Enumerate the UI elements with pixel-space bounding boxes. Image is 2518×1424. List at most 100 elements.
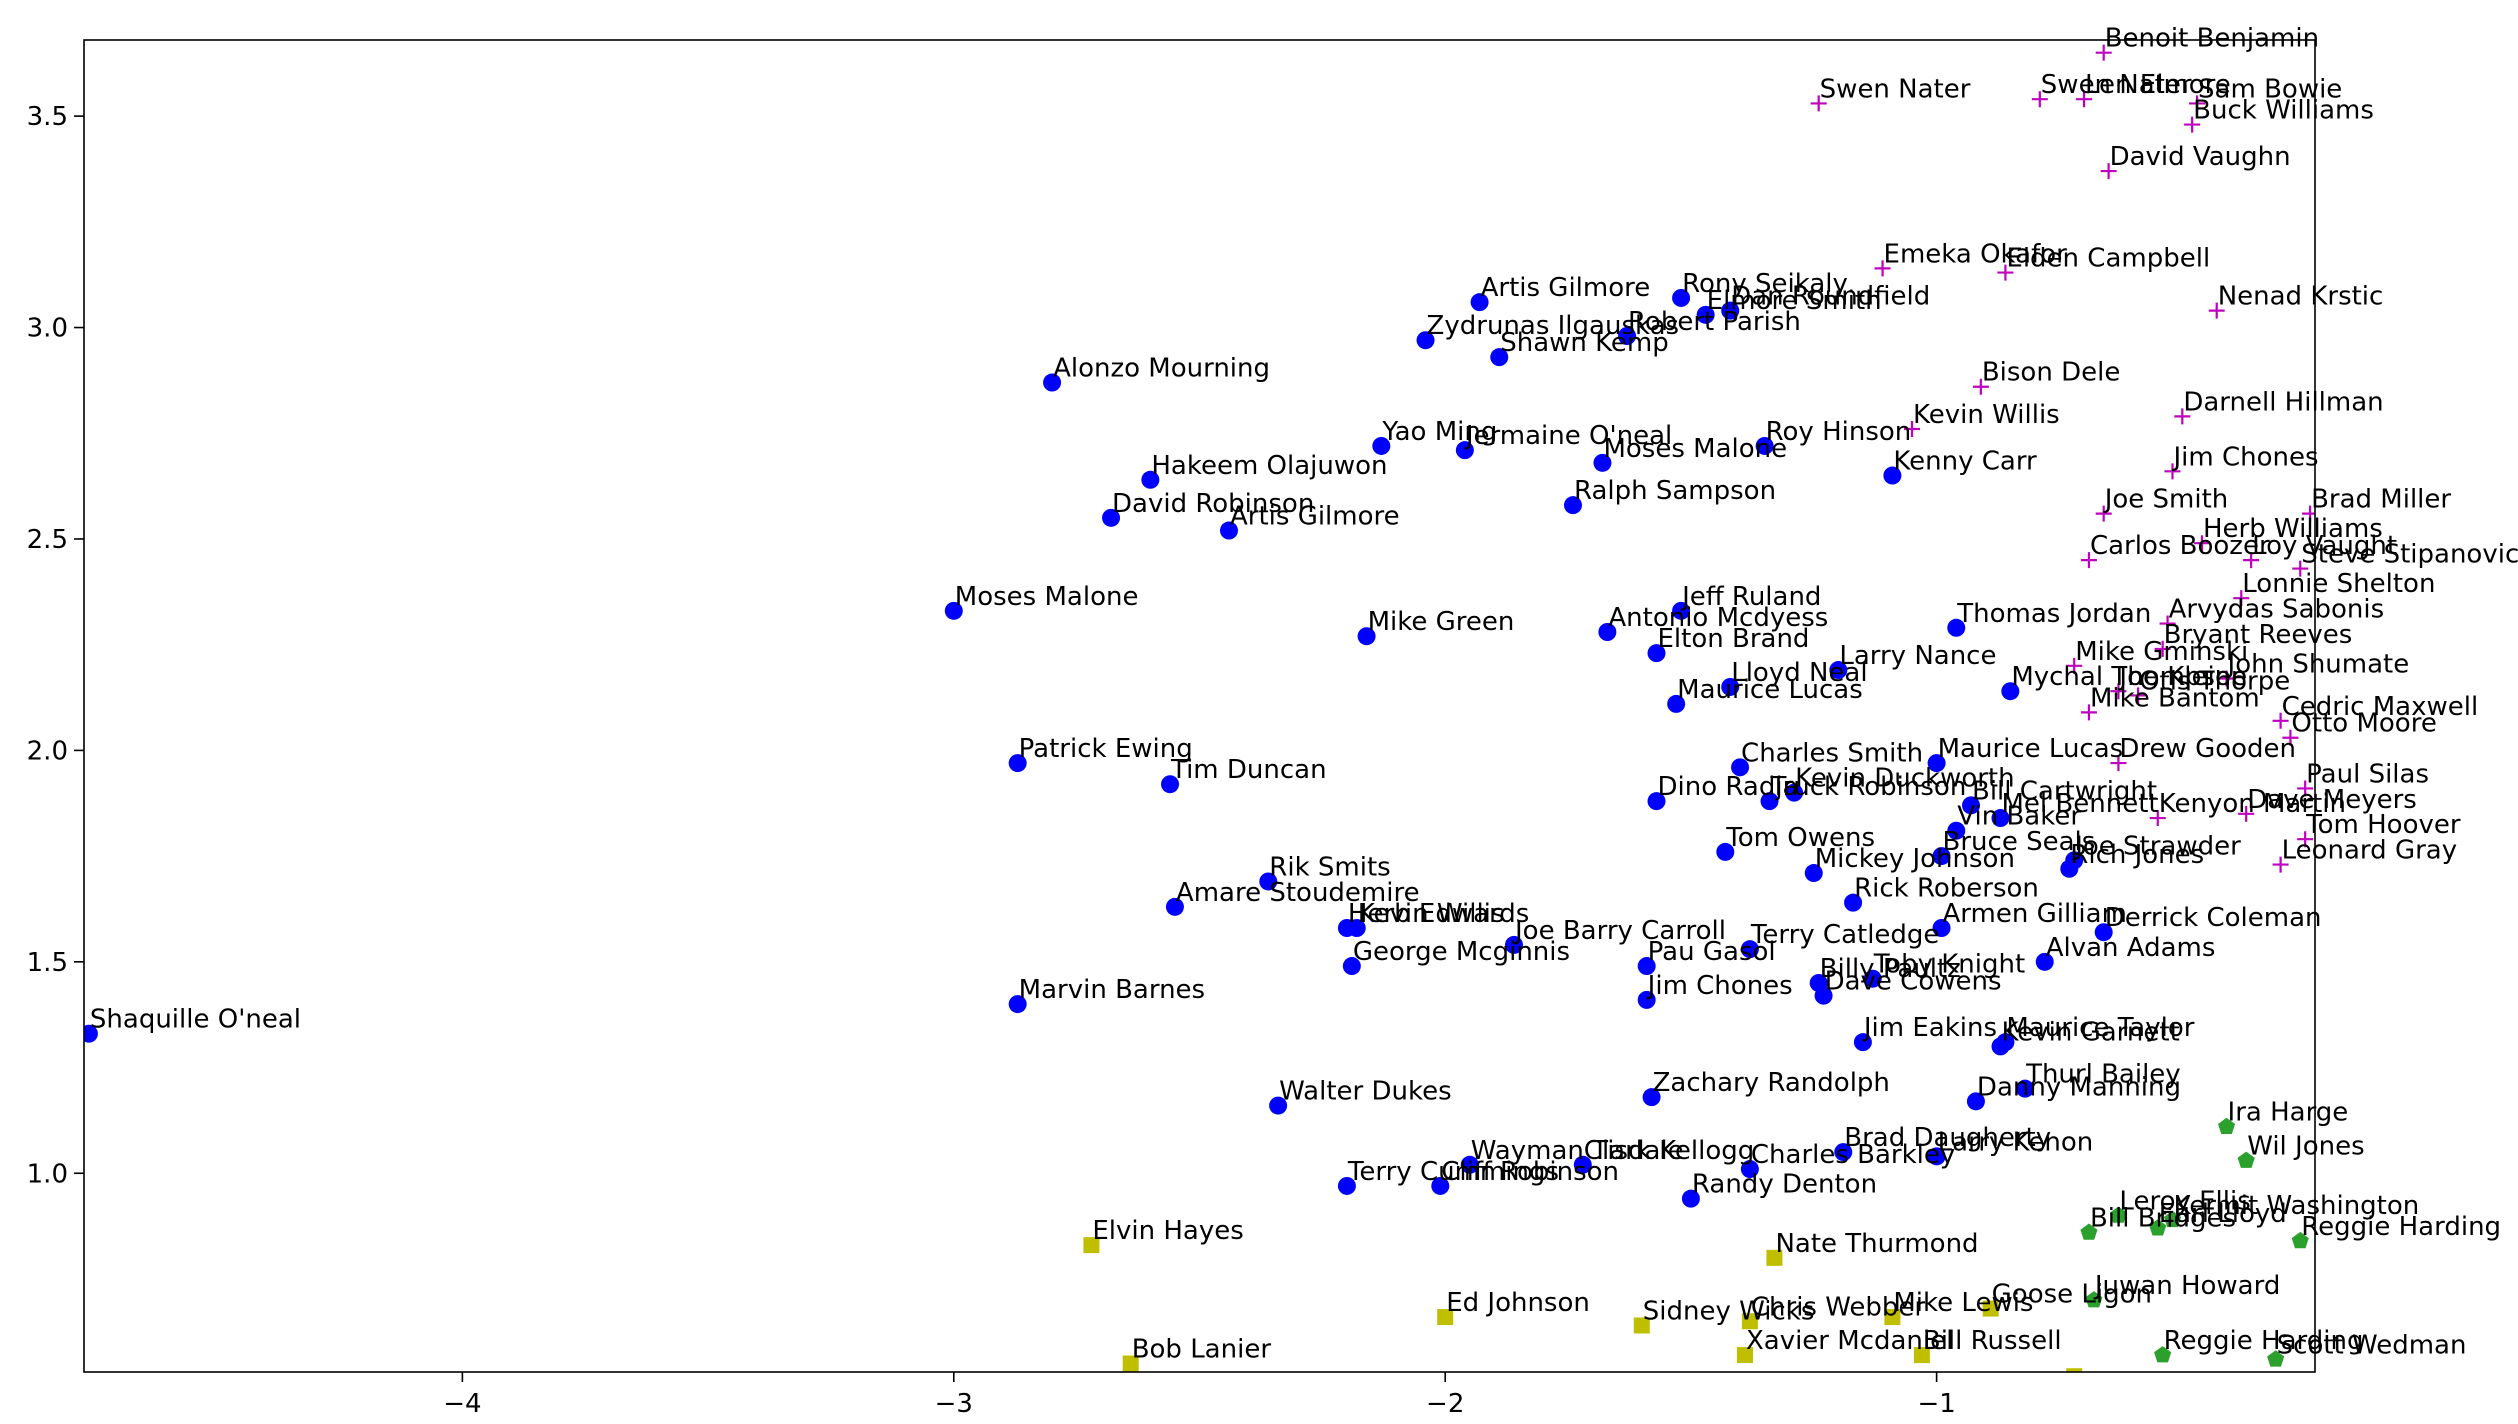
data-point [1357, 627, 1376, 646]
point-label: Swen Nater [2041, 70, 2192, 100]
data-point [2272, 856, 2289, 873]
data-point [1637, 990, 1656, 1009]
data-point [2149, 1219, 2167, 1236]
point-label: Nate Thurmond [1775, 1229, 1978, 1259]
point-label: Jim Chones [1646, 971, 1793, 1001]
data-point [1681, 1189, 1700, 1208]
data-point [2237, 1151, 2255, 1168]
data-point [2149, 810, 2166, 827]
data-point [84, 1024, 98, 1043]
data-point [2218, 1117, 2236, 1134]
point-label: Buck Williams [2193, 96, 2374, 126]
data-point [2109, 1206, 2127, 1223]
x-tick-label: −3 [935, 1389, 973, 1419]
point-label: Kenny Carr [1893, 447, 2037, 477]
point-label: Leonard Gray [2282, 836, 2458, 866]
point-label: Artis Gilmore [1481, 273, 1651, 303]
point-label: Pau Gasol [1648, 937, 1776, 967]
data-point [1884, 1309, 1901, 1326]
data-point [1731, 758, 1750, 777]
point-label: Rony Seikaly [1682, 269, 1848, 299]
data-point [1269, 1096, 1288, 1115]
data-point [2016, 1079, 2035, 1098]
point-label: Dave Meyers [2247, 785, 2417, 815]
point-label: Xavier Mcdaniel [1746, 1326, 1953, 1356]
data-point [2080, 1223, 2098, 1240]
data-point [1927, 1147, 1946, 1166]
data-point [944, 601, 963, 620]
point-label: Paul Silas [2306, 759, 2429, 789]
data-point [1165, 897, 1184, 916]
data-point [1342, 957, 1361, 976]
data-point [1755, 436, 1774, 455]
point-label: Terry Cummings [1347, 1157, 1559, 1187]
data-point [1598, 623, 1617, 641]
data-point [2035, 952, 2054, 971]
point-label: Joe Smith [2103, 485, 2229, 515]
point-label: Billy Paultz [1820, 954, 1961, 984]
data-point [1996, 1033, 2015, 1052]
point-label: Patrick Ewing [1019, 734, 1193, 764]
y-axis: 1.0 1.5 2.0 2.5 3.0 3.5 [27, 102, 84, 1189]
point-label: Reggie Harding [2164, 1326, 2364, 1356]
point-label: Earl Lloyd [2159, 1199, 2287, 1229]
data-point [2189, 95, 2206, 112]
data-point [1913, 1347, 1930, 1364]
data-point [1008, 754, 1027, 773]
y-tick-label: 2.0 [27, 736, 68, 766]
data-point [2066, 657, 2083, 674]
data-point [1259, 872, 1278, 891]
point-label: Dino Radja [1658, 772, 1799, 802]
data-point [2291, 1231, 2309, 1249]
point-label: Joe Kleine [2117, 662, 2247, 692]
data-point [1863, 969, 1882, 988]
point-label: Kevin Willis [1358, 899, 1505, 929]
point-label: Steve Stipanovich [2301, 540, 2518, 570]
point-label: Thomas Jordan [1956, 599, 2151, 629]
data-point [1927, 754, 1946, 773]
point-label: Bob Lanier [1132, 1335, 1272, 1365]
point-label: Maurice Lucas [1938, 734, 2124, 764]
data-point [1810, 95, 1827, 112]
plot-frame [83, 39, 2316, 1373]
data-point [2238, 805, 2255, 822]
point-label: Zydrunas Ilgauskas [1427, 311, 1680, 341]
point-label: Sidney Wicks [1643, 1296, 1815, 1326]
point-label: Elton Brand [1658, 624, 1810, 654]
data-point [2292, 560, 2309, 577]
data-point [1008, 995, 1027, 1014]
data-point [1721, 677, 1740, 696]
point-label: Nenad Krstic [2218, 282, 2384, 312]
point-label: Chris Webber [1751, 1292, 1926, 1322]
point-label: Bill Cartwright [1972, 776, 2157, 806]
data-point [1667, 694, 1686, 713]
data-point [1947, 821, 1966, 840]
data-point [2297, 831, 2314, 848]
data-point [1647, 792, 1666, 811]
point-label: Clark Kellogg [1584, 1136, 1754, 1166]
point-label: Amare Stoudemire [1176, 878, 1420, 908]
data-point [1997, 264, 2014, 281]
point-label: Antonio Mcdyess [1608, 603, 1828, 633]
point-label: Kevin Duckworth [1795, 764, 2015, 794]
y-tick-label: 2.5 [27, 525, 68, 555]
data-point [1829, 661, 1848, 680]
data-point [2076, 91, 2093, 108]
data-point [1672, 601, 1691, 620]
data-point [1721, 301, 1740, 320]
point-label: Mickey Johnson [1815, 844, 2015, 874]
data-point [1372, 436, 1391, 455]
point-label: Elden Campbell [2006, 244, 2210, 274]
data-point [2184, 116, 2201, 133]
data-point [2302, 505, 2315, 522]
data-point [1043, 373, 1062, 392]
data-point [2110, 755, 2127, 772]
data-point [2154, 640, 2171, 657]
data-point [1647, 644, 1666, 663]
data-point [2208, 302, 2225, 319]
data-point [2095, 44, 2112, 61]
point-label: Vin Baker [1957, 802, 2081, 832]
data-point [1460, 1155, 1479, 1174]
x-tick-label: −1 [1917, 1389, 1955, 1419]
point-label: David Robinson [1112, 489, 1314, 519]
